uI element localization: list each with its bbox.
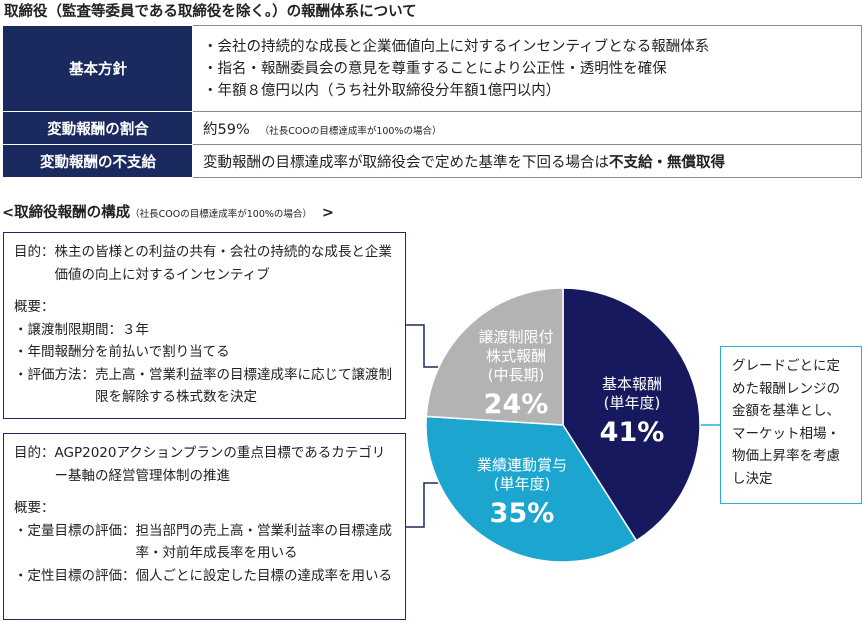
stock-purpose: 目的： 株主の皆様との利益の共有・会社の持続的な成長と企業価値の向上に対するイン… [14,241,405,286]
ratio-note: （社長COOの目標達成率が100%の場合） [259,125,442,137]
stock-item-text: 売上高・営業利益率の目標達成率に応じて譲渡制限を解除する株式数を決定 [95,366,392,406]
perf-item-text: 担当部門の売上高・営業利益率の目標達成率・対前年成長率を用いる [135,522,393,562]
stock-item-key: ・年間報酬分を前払いで割り当てる [14,344,230,360]
page-title: 取締役（監査等委員である取締役を除く。）の報酬体系について [4,4,417,20]
policy-table: 基本方針 ・会社の持続的な成長と企業価値向上に対するインセンティブとなる報酬体系… [3,25,862,178]
base-line: 物価上昇率を考慮 [732,448,840,464]
stock-item: ・譲渡制限期間： ３年 [14,319,405,342]
slice-label: 基本報酬 [602,375,662,393]
stock-item-text: ３年 [122,321,149,338]
slice-label: 譲渡制限付 [478,328,553,346]
composition-note: （社長COOの目標達成率が100%の場合） [130,209,312,220]
slice-label: (単年度) [604,394,661,412]
policy-line: ・年額８億円以内（うち社外取締役分年額1億円以内） [203,82,561,99]
stock-item: ・年間報酬分を前払いで割り当てる [14,341,405,364]
slice-percent-label: 41% [600,417,665,448]
policy-row-basic: 基本方針 ・会社の持続的な成長と企業価値向上に対するインセンティブとなる報酬体系… [3,25,862,112]
perf-item-key: ・定性目標の評価： [14,567,136,584]
slice-label: 株式報酬 [486,347,546,365]
perf-item: ・定性目標の評価： 個人ごとに設定した目標の達成率を用いる [14,565,405,588]
base-line: めた報酬レンジの [732,380,840,397]
perf-overview-label: 概要： [14,500,55,516]
base-line: グレードごとに定 [732,358,840,374]
slice-base [562,287,701,542]
stock-item: ・評価方法： 売上高・営業利益率の目標達成率に応じて譲渡制限を解除する株式数を決… [14,364,405,409]
slice-label: (中長期) [488,366,545,384]
nonpay-bold: 不支給・無償取得 [609,154,725,171]
policy-value-nonpay: 変動報酬の目標達成率が取締役会で定めた基準を下回る場合は不支給・無償取得 [192,144,862,178]
nonpay-text: 変動報酬の目標達成率が取締役会で定めた基準を下回る場合は [203,154,609,171]
policy-line: ・会社の持続的な成長と企業価値向上に対するインセンティブとなる報酬体系 [203,38,710,55]
stock-comp-box: 目的： 株主の皆様との利益の共有・会社の持続的な成長と企業価値の向上に対するイン… [3,232,406,419]
composition-title-text: <取締役報酬の構成 [2,205,131,221]
slice-bonus [425,415,638,563]
composition-close: > [321,205,335,221]
slice-percent-label: 35% [490,498,555,529]
perf-bonus-box: 目的： AGP2020アクションプランの重点目標であるカテゴリー基軸の経営管理体… [3,433,406,620]
base-line: マーケット相場・ [732,425,840,442]
base-comp-box: グレードごとに定 めた報酬レンジの 金額を基準とし、 マーケット相場・ 物価上昇… [720,346,862,504]
slice-stock [425,287,564,426]
policy-row-nonpay: 変動報酬の不支給 変動報酬の目標達成率が取締役会で定めた基準を下回る場合は不支給… [3,144,862,178]
connector-stock [406,324,445,368]
stock-item-key: ・評価方法： [14,366,95,383]
connector-perf [406,482,445,528]
policy-value-ratio: 約59% （社長COOの目標達成率が100%の場合） [192,111,862,145]
slice-label: (単年度) [494,475,551,493]
stock-overview-label: 概要： [14,299,55,315]
policy-row-ratio: 変動報酬の割合 約59% （社長COOの目標達成率が100%の場合） [3,111,862,145]
stock-purpose-key: 目的： [14,244,55,260]
base-line: 金額を基準とし、 [732,403,840,419]
perf-item-text: 個人ごとに設定した目標の達成率を用いる [135,567,393,584]
slice-label: 業績連動賞与 [477,456,567,474]
policy-line: ・指名・報酬委員会の意見を尊重することにより公正性・透明性を確保 [203,60,667,77]
policy-value-basic: ・会社の持続的な成長と企業価値向上に対するインセンティブとなる報酬体系 ・指名・… [192,25,862,112]
ratio-value: 約59% [203,121,250,138]
perf-item: ・定量目標の評価： 担当部門の売上高・営業利益率の目標達成率・対前年成長率を用い… [14,520,405,565]
perf-purpose-text: AGP2020アクションプランの重点目標であるカテゴリー基軸の経営管理体制の推進 [54,445,386,484]
perf-purpose: 目的： AGP2020アクションプランの重点目標であるカテゴリー基軸の経営管理体… [14,442,405,487]
perf-item-key: ・定量目標の評価： [14,522,136,539]
base-line: し決定 [732,470,773,487]
policy-label-ratio: 変動報酬の割合 [3,111,193,145]
slice-percent-label: 24% [484,389,549,420]
perf-purpose-key: 目的： [14,445,55,461]
stock-purpose-text: 株主の皆様との利益の共有・会社の持続的な成長と企業価値の向上に対するインセンティ… [54,244,392,283]
stock-item-key: ・譲渡制限期間： [14,321,122,338]
composition-title: <取締役報酬の構成（社長COOの目標達成率が100%の場合） > [2,201,334,222]
